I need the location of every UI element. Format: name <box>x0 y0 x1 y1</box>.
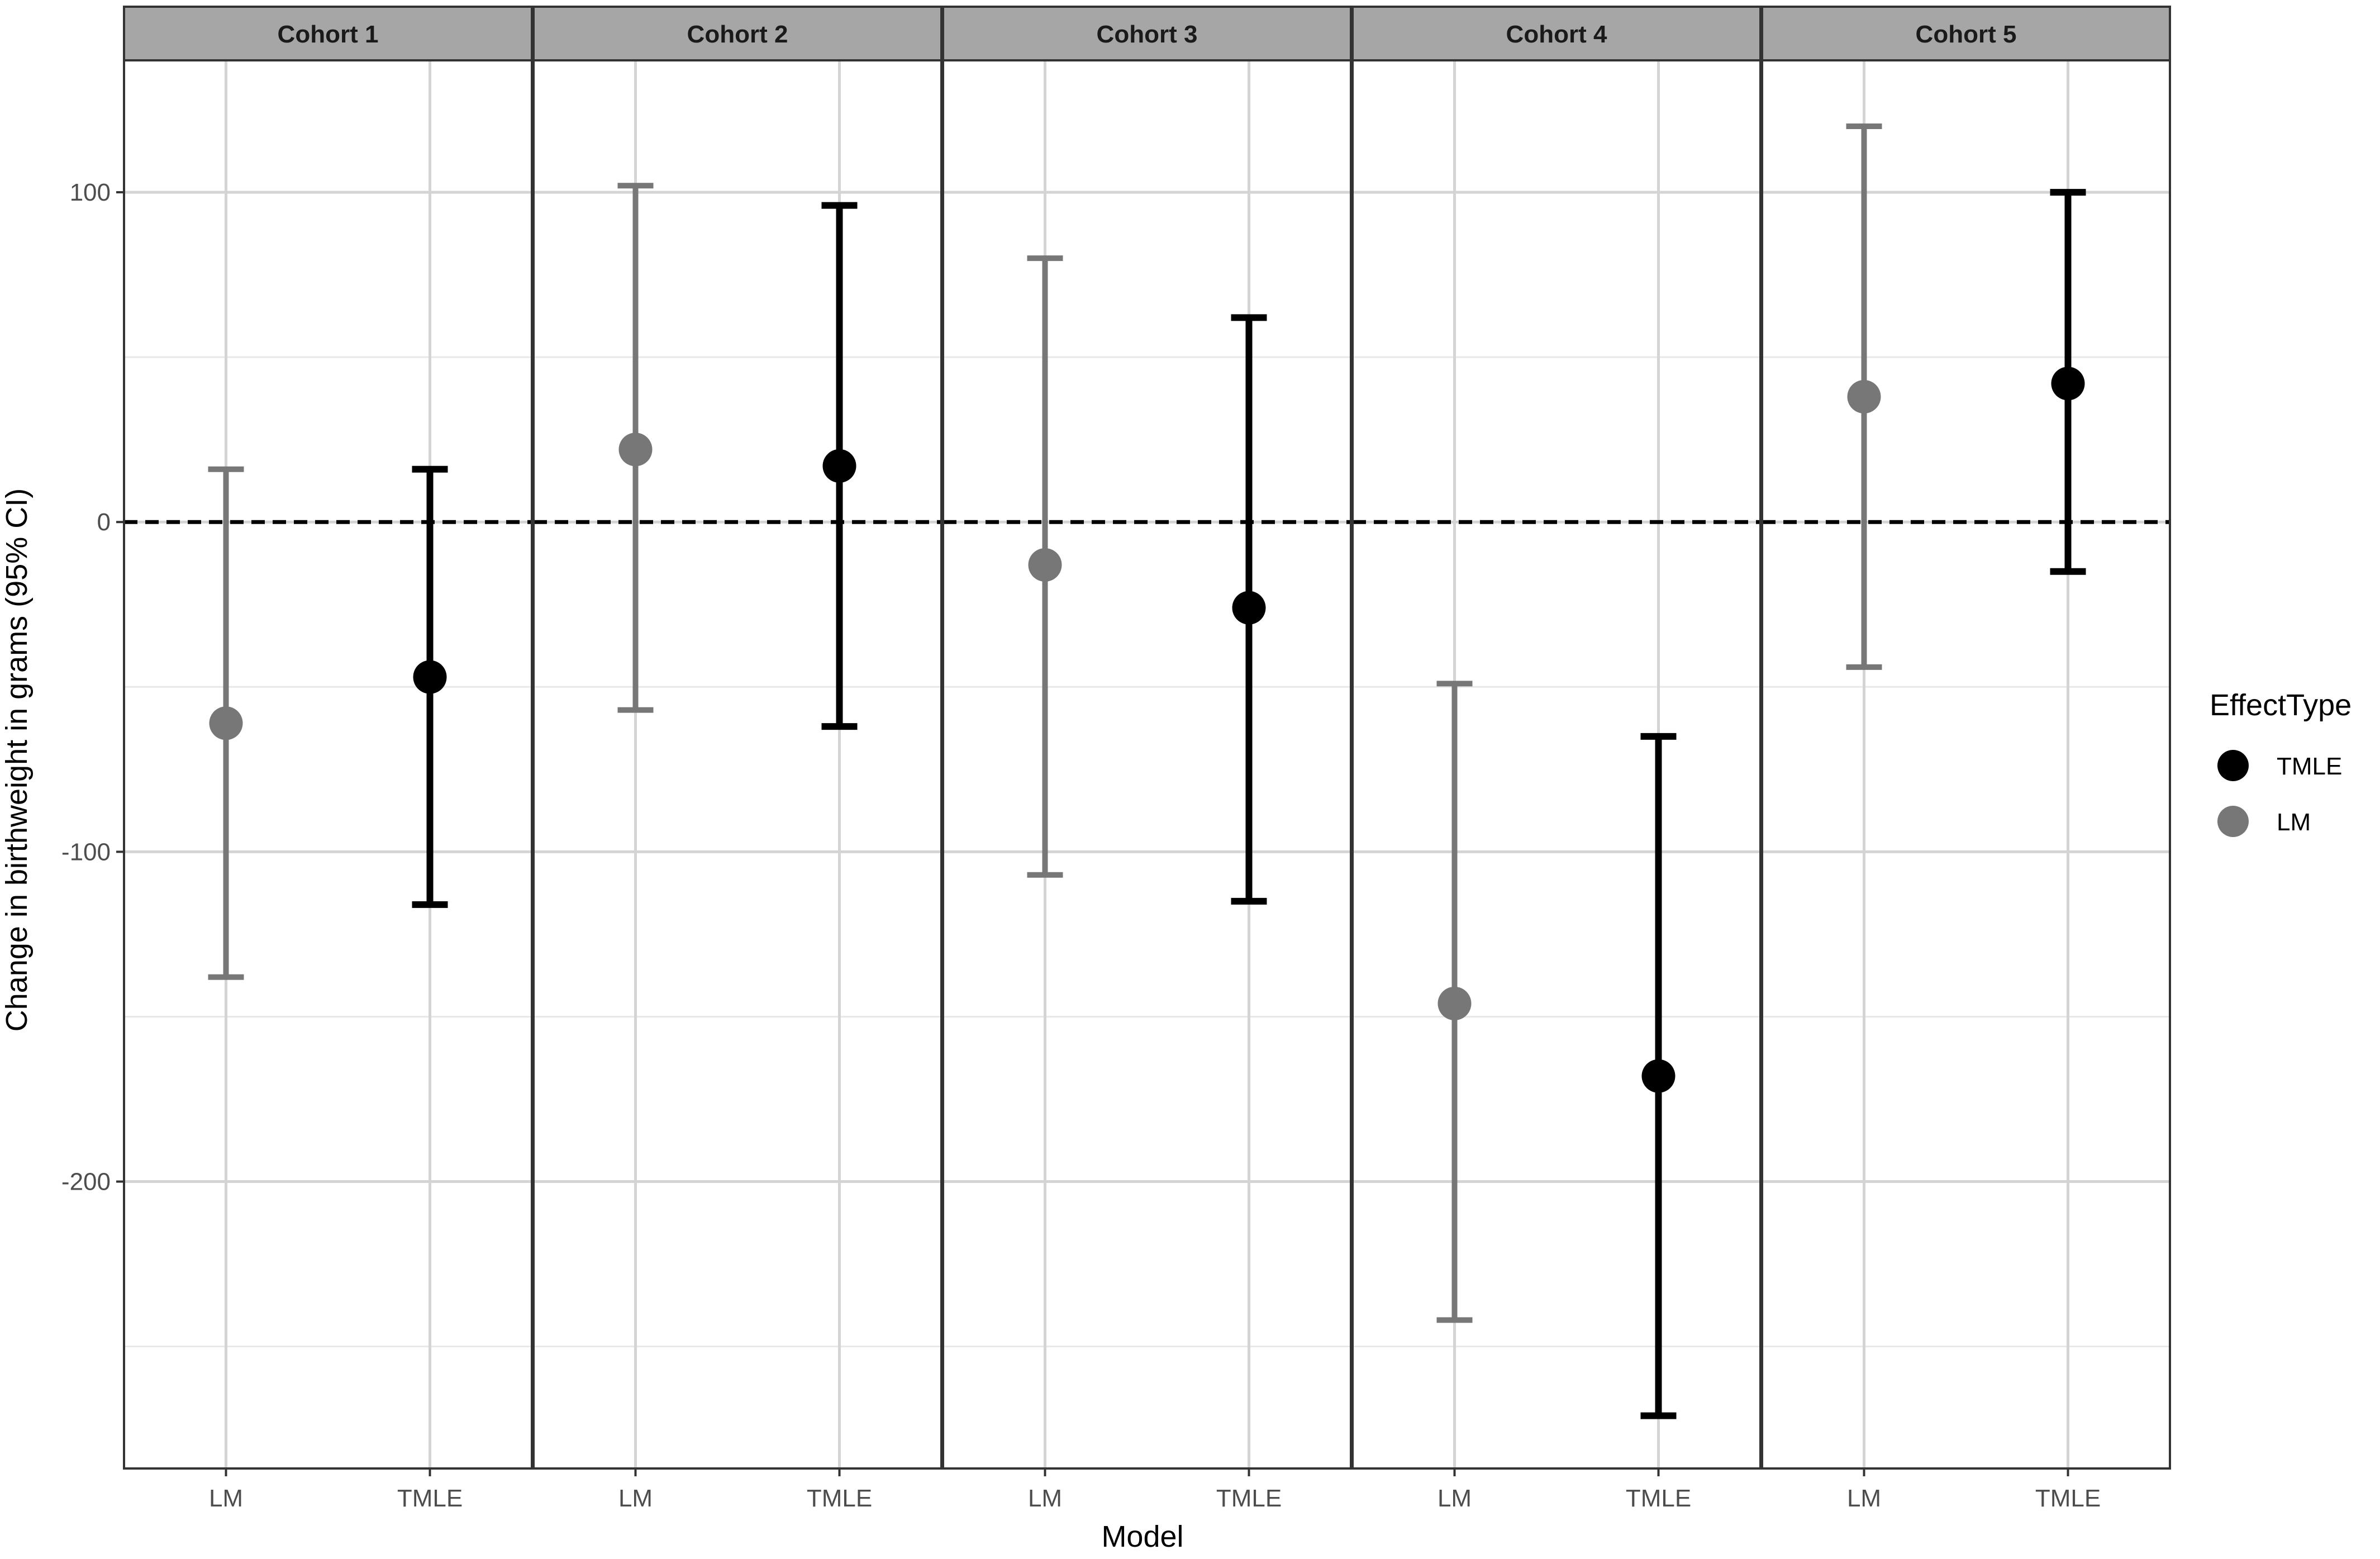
facet-strip: Cohort 2 <box>532 6 943 61</box>
facet-label: Cohort 2 <box>687 21 788 48</box>
x-tick-label: TMLE <box>807 1485 872 1512</box>
x-tick-label: TMLE <box>2035 1485 2101 1512</box>
legend-entry-lm: LM <box>2217 806 2311 837</box>
x-tick-label: LM <box>209 1485 243 1512</box>
facet-strip-bg <box>532 6 943 61</box>
panel-background <box>943 60 1351 1468</box>
legend-label-lm: LM <box>2277 809 2311 836</box>
facet-strip-bg <box>1351 6 1762 61</box>
legend: EffectType TMLE LM <box>2210 688 2352 837</box>
estimate-point <box>2051 367 2085 401</box>
panel-border <box>532 59 943 1470</box>
estimate-point <box>1847 379 1881 413</box>
facet-panel: Cohort 1 LM TMLE <box>123 6 533 1512</box>
y-axis: 100 0 -100 -200 <box>61 179 124 1196</box>
panels-layer: Cohort 1 LM TMLE Cohort 2 LM TMLE Cohort 3 LM TM… <box>123 6 2171 1512</box>
legend-key-tmle <box>2217 750 2249 781</box>
y-tick-label: -200 <box>61 1168 111 1196</box>
axis-labels: Change in birthweight in grams (95% CI) … <box>0 488 1184 1553</box>
legend-label-tmle: TMLE <box>2277 753 2342 780</box>
facet-strip: Cohort 3 <box>942 6 1352 61</box>
facet-strip: Cohort 4 <box>1351 6 1762 61</box>
x-tick-label: LM <box>1028 1485 1062 1512</box>
y-tick-label: 100 <box>70 179 111 206</box>
facet-panel: Cohort 4 LM TMLE <box>1351 6 1762 1512</box>
panel-border <box>942 59 1352 1470</box>
panel-background <box>534 60 941 1468</box>
estimate-point <box>1232 591 1266 625</box>
estimate-point <box>1437 986 1472 1020</box>
estimate-point <box>618 432 653 467</box>
panel-border <box>1761 59 2171 1470</box>
estimate-point <box>822 449 856 483</box>
x-tick-label: TMLE <box>1626 1485 1691 1512</box>
y-tick-label: -100 <box>61 838 111 866</box>
x-axis-label: Model <box>1101 1520 1183 1553</box>
facet-strip: Cohort 5 <box>1761 6 2171 61</box>
facet-strip-bg <box>123 6 533 61</box>
legend-key-lm <box>2217 806 2249 837</box>
facet-strip-bg <box>1761 6 2171 61</box>
facet-label: Cohort 4 <box>1506 21 1607 48</box>
estimate-point <box>1028 548 1062 582</box>
panel-background <box>1353 60 1760 1468</box>
facet-panel: Cohort 2 LM TMLE <box>532 6 943 1512</box>
x-tick-label: TMLE <box>397 1485 463 1512</box>
estimate-point <box>413 660 447 694</box>
panel-background <box>1762 60 2170 1468</box>
panel-border <box>123 59 533 1470</box>
x-tick-label: TMLE <box>1216 1485 1282 1512</box>
y-tick-label: 0 <box>97 508 111 536</box>
facet-label: Cohort 3 <box>1097 21 1198 48</box>
panel-border <box>1351 59 1762 1470</box>
facet-label: Cohort 1 <box>278 21 379 48</box>
y-axis-label: Change in birthweight in grams (95% CI) <box>0 488 34 1032</box>
facet-label: Cohort 5 <box>1916 21 2017 48</box>
facet-strip-bg <box>942 6 1352 61</box>
x-tick-label: LM <box>1437 1485 1472 1512</box>
facet-panel: Cohort 3 LM TMLE <box>942 6 1352 1512</box>
x-tick-label: LM <box>618 1485 653 1512</box>
legend-title: EffectType <box>2210 688 2352 722</box>
legend-entry-tmle: TMLE <box>2217 750 2342 781</box>
facet-strip: Cohort 1 <box>123 6 533 61</box>
estimate-point <box>209 706 243 740</box>
panel-background <box>124 60 532 1468</box>
facet-panel: Cohort 5 LM TMLE <box>1761 6 2171 1512</box>
estimate-point <box>1641 1059 1675 1093</box>
x-tick-label: LM <box>1847 1485 1881 1512</box>
